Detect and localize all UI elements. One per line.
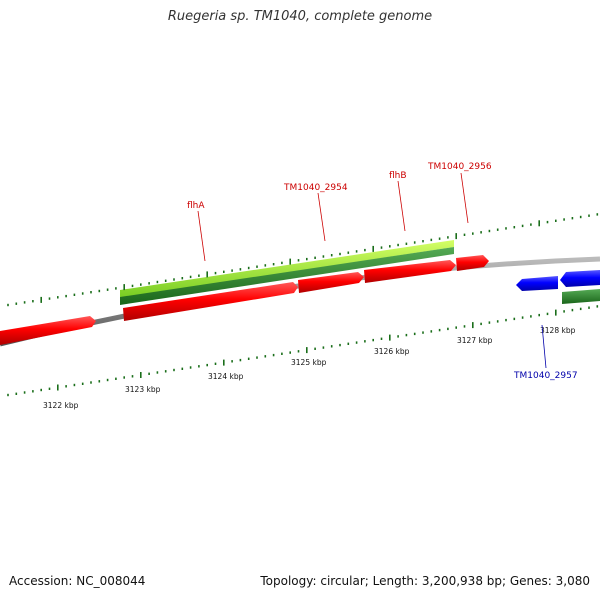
scale-label-3127: 3127 kbp — [457, 336, 493, 345]
leader-flhA — [197, 210, 206, 262]
gene-flhB — [364, 260, 456, 283]
operon-bar-light — [120, 240, 454, 298]
gene-left-partial — [0, 316, 96, 345]
gene-tm2954 — [298, 272, 364, 293]
gene-label-tm2954[interactable]: TM1040_2954 — [283, 183, 348, 193]
genome-summary-text: Topology: circular; Length: 3,200,938 bp… — [260, 574, 590, 588]
gene-label-tm2956[interactable]: TM1040_2956 — [427, 162, 492, 172]
scale-label-3128: 3128 kbp — [540, 326, 576, 335]
accession-text: Accession: NC_008044 — [9, 574, 146, 588]
scale-label-3122: 3122 kbp — [43, 401, 79, 410]
gene-tm2957 — [516, 276, 558, 291]
gene-flhA — [123, 282, 298, 321]
leader-flhB — [397, 180, 406, 232]
gene-label-flhB[interactable]: flhB — [389, 171, 407, 181]
gene-label-tm2957[interactable]: TM1040_2957 — [513, 371, 578, 381]
gene-tm2956 — [456, 255, 489, 271]
gene-right-blue-partial — [560, 270, 600, 287]
leader-tm2957 — [541, 324, 547, 369]
leader-tm2956 — [460, 172, 469, 224]
scale-label-3126: 3126 kbp — [374, 347, 410, 356]
tick-row-lower — [7, 305, 599, 397]
scale-label-3125: 3125 kbp — [291, 358, 327, 367]
scale-label-3123: 3123 kbp — [125, 385, 161, 394]
operon-bar-dark — [120, 247, 454, 305]
leader-tm2954 — [317, 192, 326, 242]
gene-right-green-partial — [562, 289, 600, 304]
scale-label-3124: 3124 kbp — [208, 372, 244, 381]
tick-row-upper — [7, 213, 599, 307]
map-title: Ruegeria sp. TM1040, complete genome — [167, 9, 433, 24]
gene-label-flhA[interactable]: flhA — [187, 201, 205, 211]
